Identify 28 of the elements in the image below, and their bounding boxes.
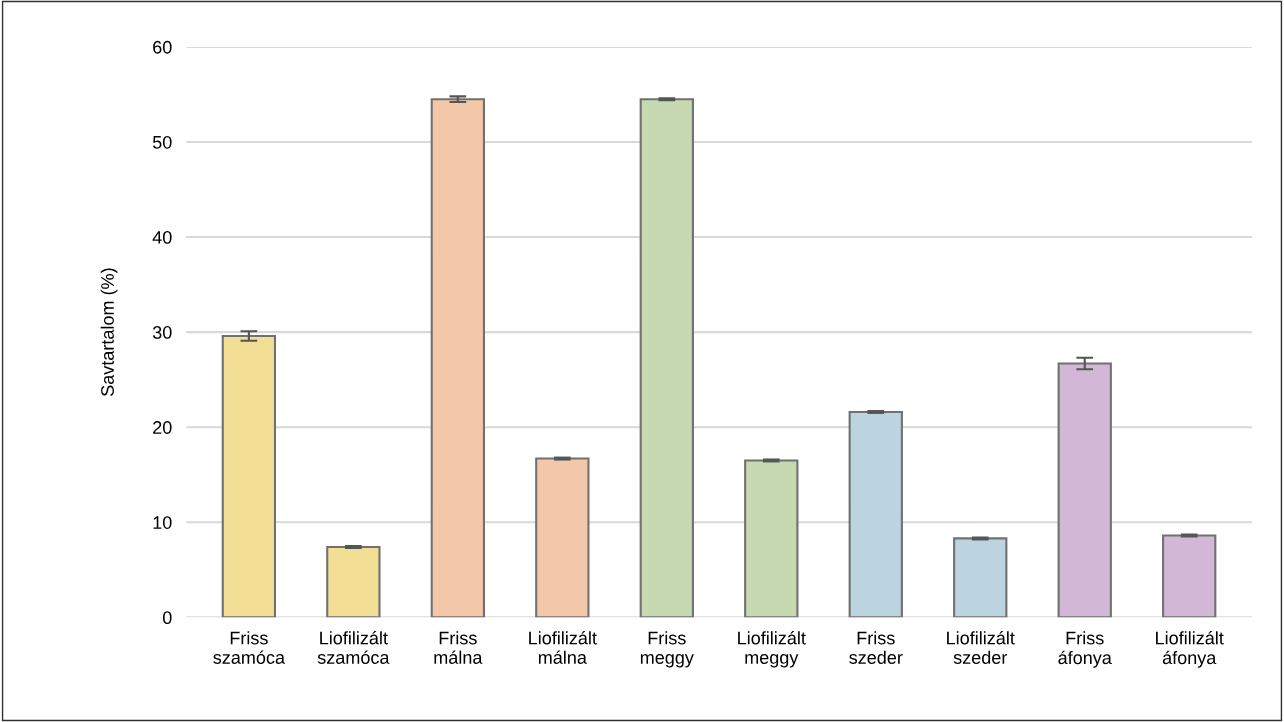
bar: [953, 537, 1008, 618]
y-tick-label: 50: [152, 135, 172, 149]
y-tick-label: 30: [152, 326, 172, 339]
x-tick-label: Friss áfonya: [1058, 631, 1112, 668]
y-tick-label: 60: [153, 40, 172, 54]
bar: [1057, 362, 1112, 618]
bar: [430, 98, 485, 618]
x-tick-label: Liofilizált meggy: [738, 630, 806, 668]
bar: [639, 98, 694, 618]
y-tick-label: 40: [152, 230, 172, 244]
y-tick-label: 10: [153, 516, 172, 529]
bar: [221, 334, 277, 618]
bar: [744, 459, 799, 618]
x-tick-label: Liofilizált szamóca: [317, 630, 390, 664]
x-tick-label: Liofilizált szeder: [947, 630, 1015, 664]
x-tick-label: Friss szamóca: [213, 631, 285, 664]
bar: [848, 410, 903, 618]
bar: [1162, 534, 1217, 618]
x-tick-label: Liofilizált áfonya: [1156, 630, 1224, 668]
x-tick-label: Friss málna: [434, 631, 483, 664]
bar: [535, 457, 590, 618]
bar: [326, 545, 381, 618]
y-axis-title: Savtartalom (%): [100, 268, 118, 397]
x-tick-label: Liofilizált málna: [529, 630, 597, 664]
x-tick-label: Friss szeder: [849, 631, 903, 664]
x-tick-label: Friss meggy: [640, 631, 694, 668]
y-tick-label: 0: [162, 611, 172, 625]
y-tick-label: 20: [153, 421, 172, 434]
